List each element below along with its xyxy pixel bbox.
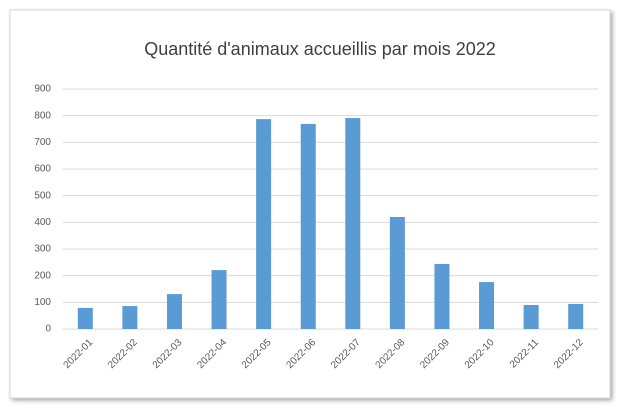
bar xyxy=(389,217,405,329)
bar xyxy=(345,118,361,329)
bar xyxy=(211,270,227,329)
y-tick-label: 500 xyxy=(34,190,51,201)
bar xyxy=(300,123,316,329)
bar xyxy=(434,263,450,329)
bar xyxy=(166,294,182,329)
y-tick-label: 700 xyxy=(34,137,51,148)
y-tick-label: 400 xyxy=(34,217,51,228)
bar xyxy=(568,303,584,329)
y-tick-label: 0 xyxy=(45,324,51,335)
bar xyxy=(122,306,138,329)
y-tick-label: 300 xyxy=(34,244,51,255)
bar xyxy=(523,305,539,329)
bar xyxy=(77,307,93,329)
y-tick-label: 100 xyxy=(34,297,51,308)
bar xyxy=(256,119,272,329)
y-tick-label: 600 xyxy=(34,164,51,175)
bar xyxy=(479,282,495,329)
y-tick-label: 200 xyxy=(34,270,51,281)
y-tick-label: 900 xyxy=(34,84,51,95)
chart-title: Quantité d'animaux accueillis par mois 2… xyxy=(144,39,496,59)
y-tick-label: 800 xyxy=(34,110,51,121)
